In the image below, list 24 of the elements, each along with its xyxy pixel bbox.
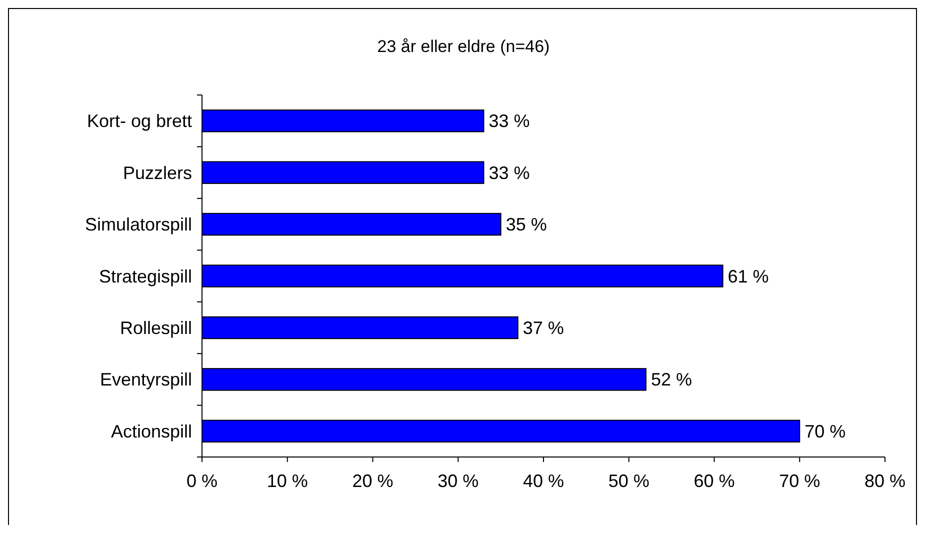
chart-title: 23 år eller eldre (n=46) [377,37,550,56]
y-tick-label: Rollespill [120,318,192,338]
x-tick-label: 50 % [608,471,650,491]
data-label: 35 % [506,214,547,235]
x-tick-label: 10 % [266,471,308,491]
data-label: 37 % [522,318,564,338]
data-label: 33 % [488,162,530,183]
y-tick-label: Puzzlers [122,162,192,183]
y-tick-label: Kort- og brett [86,111,192,132]
y-tick-label: Actionspill [110,421,192,442]
data-label: 61 % [728,266,769,286]
data-label: 33 % [488,111,530,132]
y-tick-label: Strategispill [98,266,192,286]
data-label: 52 % [650,370,692,390]
x-tick-label: 70 % [779,471,820,491]
x-tick-label: 20 % [352,471,394,491]
y-tick-label: Eventyrspill [100,370,192,390]
x-tick-label: 40 % [522,471,564,491]
data-label: 70 % [804,421,846,442]
x-tick-label: 80 % [864,471,906,491]
x-tick-label: 0 % [186,471,218,491]
y-tick-label: Simulatorspill [84,214,192,235]
x-tick-label: 60 % [694,471,735,491]
x-tick-label: 30 % [438,471,479,491]
